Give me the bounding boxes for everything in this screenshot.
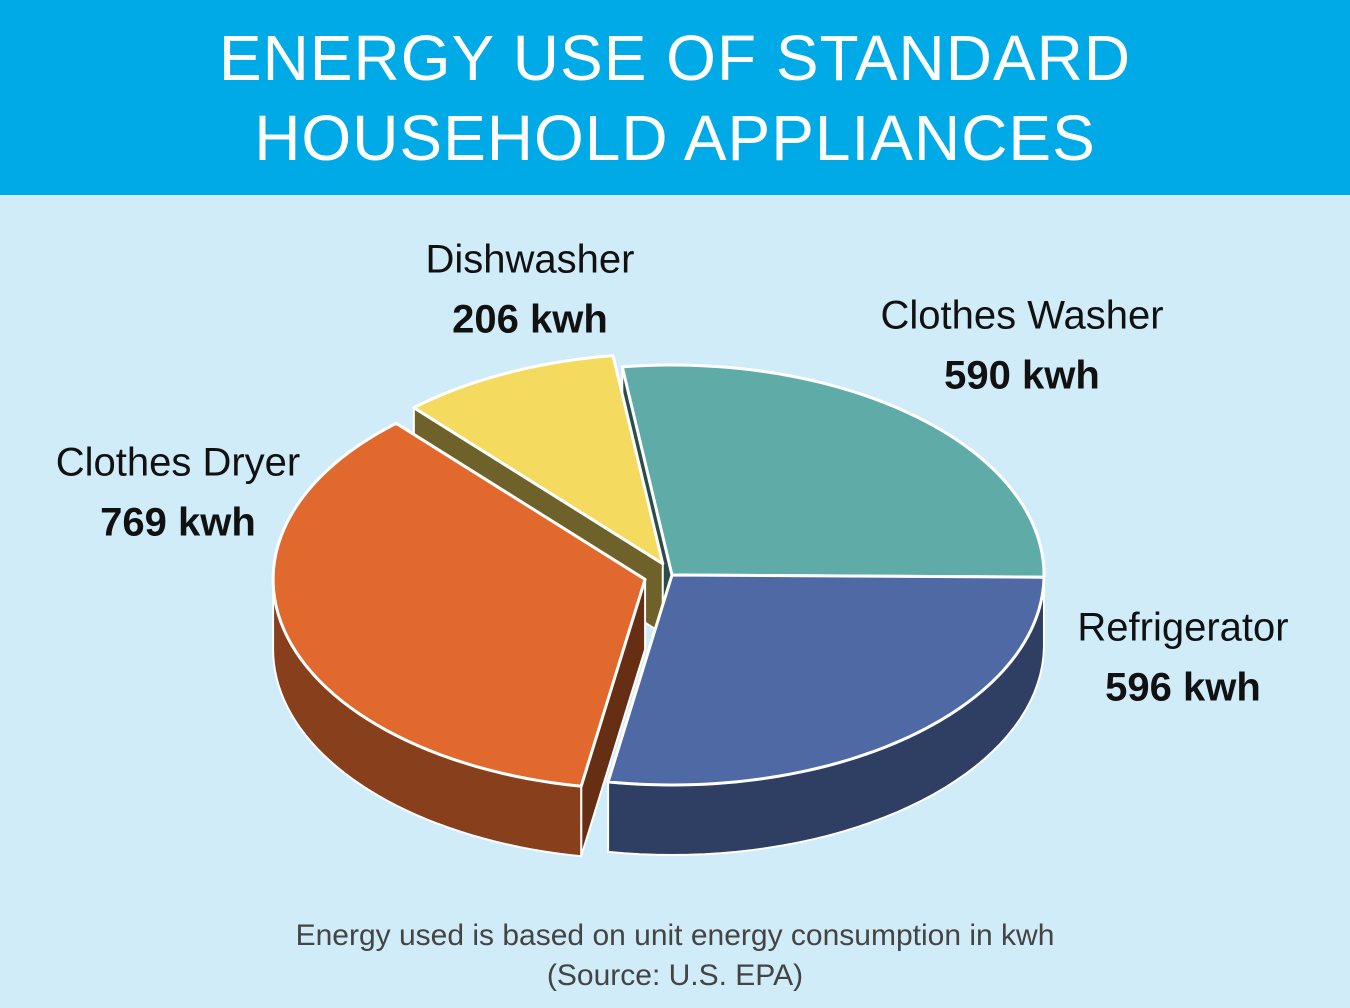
slice-label: Dishwasher <box>426 238 635 282</box>
header: ENERGY USE OF STANDARD HOUSEHOLD APPLIAN… <box>0 0 1350 195</box>
value-label: 596 kwh <box>1105 666 1261 710</box>
slice <box>620 363 1046 579</box>
value-label: 769 kwh <box>100 501 256 545</box>
slice-label: Refrigerator <box>1077 606 1288 650</box>
slice <box>271 421 647 788</box>
slice <box>606 573 1046 787</box>
chart-title: ENERGY USE OF STANDARD HOUSEHOLD APPLIAN… <box>218 21 1132 174</box>
slice-label: Clothes Washer <box>880 294 1163 338</box>
note: Energy used is based on unit energy cons… <box>296 919 1055 952</box>
source: (Source: U.S. EPA) <box>547 959 803 992</box>
value-label: 590 kwh <box>944 354 1100 398</box>
value-label: 206 kwh <box>452 298 608 342</box>
slice-label: Clothes Dryer <box>56 441 301 485</box>
slice <box>412 354 665 566</box>
